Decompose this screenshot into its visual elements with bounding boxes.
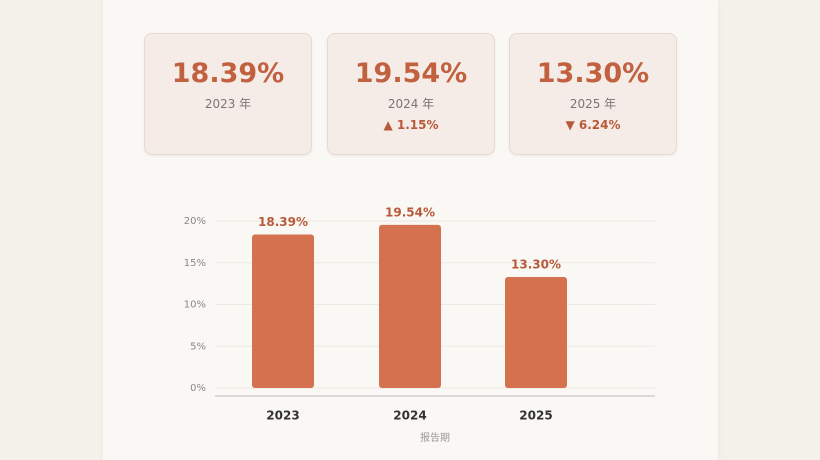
value-label: 13.30% [511, 257, 561, 271]
x-tick-label: 2024 [393, 409, 426, 423]
stat-value: 13.30% [536, 58, 650, 89]
stat-value: 19.54% [354, 58, 468, 89]
y-tick-label: 10% [184, 300, 206, 311]
value-label: 19.54% [385, 205, 435, 219]
value-label: 18.39% [258, 215, 308, 229]
stat-card: 19.54% 2024 年 ▲ 1.15% [327, 33, 495, 155]
y-tick-label: 0% [190, 383, 206, 394]
stat-card: 13.30% 2025 年 ▼ 6.24% [509, 33, 677, 155]
stat-label: 2025 年 [569, 97, 617, 111]
bar [252, 234, 314, 388]
y-tick-label: 15% [184, 258, 206, 269]
bar [379, 224, 441, 388]
stat-change: ▼ 6.24% [565, 118, 621, 132]
y-tick-label: 20% [184, 216, 206, 227]
stat-label: 2024 年 [387, 97, 435, 111]
bar [505, 276, 567, 388]
x-axis-label: 报告期 [420, 431, 450, 444]
stat-change: ▲ 1.15% [383, 118, 439, 132]
stat-label: 2023 年 [204, 97, 252, 111]
x-tick-label: 2023 [266, 409, 299, 423]
y-tick-label: 5% [190, 341, 206, 352]
stat-card: 18.39% 2023 年 [144, 33, 312, 155]
stat-value: 18.39% [171, 58, 285, 89]
x-tick-label: 2025 [519, 409, 552, 423]
